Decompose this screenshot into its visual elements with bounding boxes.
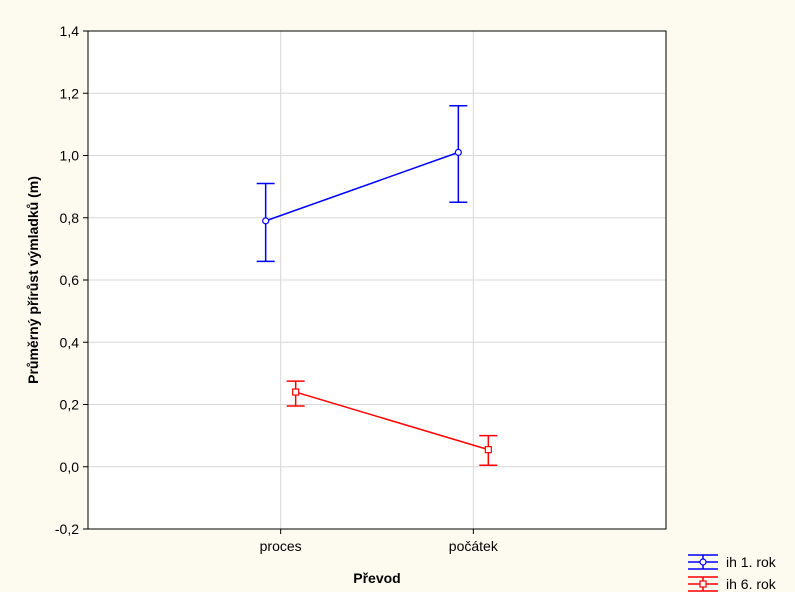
y-tick-label: 0,4 xyxy=(60,334,80,350)
x-axis-title: Převod xyxy=(353,570,400,586)
series-2 xyxy=(286,380,498,466)
legend-label: ih 6. rok xyxy=(726,576,777,592)
y-tick-label: 0,6 xyxy=(60,272,80,288)
series-layer xyxy=(256,104,498,466)
data-point xyxy=(292,388,300,396)
legend: ih 1. rok ih 6. rok xyxy=(688,554,777,592)
x-axis: proces počátek xyxy=(260,529,499,554)
y-tick-label: 1,0 xyxy=(60,148,80,164)
series-line xyxy=(295,391,489,451)
data-point xyxy=(454,148,462,156)
legend-marker xyxy=(699,558,707,566)
y-tick-label: 0,0 xyxy=(60,459,80,475)
data-point xyxy=(262,217,270,225)
y-axis-title: Průměrný přírůst výmladků (m) xyxy=(25,176,41,384)
y-tick-label: -0,2 xyxy=(55,521,79,537)
legend-marker xyxy=(699,580,707,588)
series-line xyxy=(265,151,459,222)
series-1 xyxy=(256,104,468,263)
data-point xyxy=(484,446,492,454)
x-tick-label: proces xyxy=(260,538,302,554)
y-tick-label: 0,2 xyxy=(60,397,80,413)
y-axis: -0,2 0,0 0,2 0,4 0,6 0,8 1,0 1,2 1,4 xyxy=(55,23,88,537)
y-tick-label: 0,8 xyxy=(60,210,80,226)
x-tick-label: počátek xyxy=(449,538,499,554)
legend-item: ih 1. rok xyxy=(688,554,777,570)
plot-frame xyxy=(87,30,667,530)
legend-label: ih 1. rok xyxy=(726,554,777,570)
y-tick-label: 1,4 xyxy=(60,23,80,39)
y-tick-label: 1,2 xyxy=(60,85,80,101)
legend-item: ih 6. rok xyxy=(688,576,777,592)
